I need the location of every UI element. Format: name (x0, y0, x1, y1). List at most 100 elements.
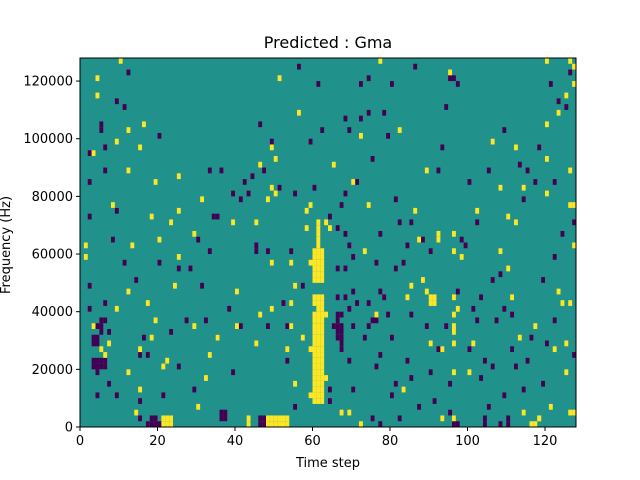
heatmap-cell-high (564, 92, 569, 99)
heatmap-cell-high (266, 421, 270, 427)
heatmap-cell-low (498, 271, 503, 278)
heatmap-cell-high (192, 323, 197, 329)
heatmap-cell-low (510, 311, 515, 318)
heatmap-cell-low (289, 248, 294, 255)
heatmap-cell-low (382, 294, 387, 301)
heatmap-cell-low (463, 242, 468, 249)
heatmap-cell-high (235, 323, 239, 329)
heatmap-cell-low (525, 357, 530, 364)
heatmap-cell-low (219, 415, 224, 422)
heatmap-cell-low (393, 265, 398, 272)
heatmap-cell-high (448, 69, 453, 76)
heatmap-cell-high (347, 409, 352, 416)
heatmap-cell-low (328, 386, 332, 393)
heatmap-cell-high (490, 138, 495, 145)
heatmap-cell-high (304, 207, 309, 214)
heatmap-cell-low (219, 167, 224, 174)
heatmap-cell-high (564, 369, 569, 376)
heatmap-cell-low (393, 380, 398, 387)
heatmap-cell-high (455, 305, 460, 312)
heatmap-cell-low (444, 323, 449, 329)
heatmap-cell-low (455, 81, 460, 87)
heatmap-cell-high (231, 219, 236, 226)
heatmap-cell-low (107, 328, 112, 335)
heatmap-cell-low (390, 334, 394, 341)
heatmap-cell-low (471, 305, 476, 312)
heatmap-cell-low (91, 340, 96, 347)
y-tick-label: 60000 (32, 248, 73, 263)
heatmap-cell-low (510, 346, 515, 353)
heatmap-cell-low (103, 363, 108, 370)
heatmap-cell-high (91, 150, 96, 157)
heatmap-cell-low (382, 109, 387, 116)
heatmap-cell-low (552, 254, 557, 260)
heatmap-cell-high (320, 352, 325, 358)
heatmap-cell-high (312, 277, 317, 283)
heatmap-cell-low (204, 317, 208, 324)
heatmap-cell-low (343, 230, 348, 237)
heatmap-cell-low (413, 63, 418, 70)
heatmap-cell-low (281, 300, 286, 306)
heatmap-cell-high (258, 161, 263, 168)
heatmap-cell-high (95, 92, 100, 99)
heatmap-cell-high (316, 277, 321, 283)
heatmap-cell-low (99, 328, 104, 335)
heatmap-cell-high (452, 415, 456, 422)
heatmap-cell-high (145, 300, 150, 306)
heatmap-cell-low (405, 357, 410, 364)
heatmap-cell-high (452, 369, 456, 376)
heatmap-cell-high (316, 340, 321, 347)
heatmap-cell-low (95, 357, 100, 364)
heatmap-cell-high (91, 323, 96, 329)
heatmap-cell-low (238, 196, 243, 203)
heatmap-cell-high (572, 63, 577, 70)
heatmap-cell-high (281, 421, 286, 427)
heatmap-cell-low (339, 328, 344, 335)
heatmap-cell-low (351, 386, 356, 393)
y-tick-label: 0 (65, 421, 73, 436)
heatmap-cell-high (316, 259, 321, 266)
heatmap-cell-high (254, 340, 259, 347)
heatmap-cell-high (428, 294, 433, 301)
y-axis: 0 20000 40000 60000 80000 100000 120000 (23, 75, 80, 436)
heatmap-cell-high (320, 254, 325, 260)
heatmap-cell-low (138, 398, 143, 404)
heatmap-cell-low (254, 248, 259, 255)
heatmap-cell-high (316, 271, 321, 278)
heatmap-cell-low (490, 277, 495, 283)
heatmap-cell-low (486, 167, 491, 174)
heatmap-cell-low (397, 415, 402, 422)
heatmap-cell-low (351, 288, 356, 295)
heatmap-cell-low (99, 363, 104, 370)
heatmap-cell-high (176, 254, 181, 260)
heatmap-cell-low (386, 132, 391, 139)
heatmap-cell-high (308, 259, 313, 266)
heatmap-cell-low (572, 219, 577, 226)
heatmap-cell-high (312, 300, 317, 306)
heatmap-cell-high (568, 58, 573, 64)
heatmap-cell-low (448, 380, 453, 387)
heatmap-cell-low (103, 167, 108, 174)
heatmap-cell-high (285, 415, 290, 422)
y-tick-label: 20000 (32, 363, 73, 378)
heatmap-cell-high (304, 225, 309, 231)
heatmap-cell-high (517, 334, 522, 341)
heatmap-cell-low (444, 104, 449, 110)
heatmap-cell-low (335, 265, 340, 272)
heatmap-cell-high (548, 403, 553, 410)
heatmap-cell-low (161, 392, 166, 399)
heatmap-cell-low (359, 81, 363, 87)
heatmap-cell-low (192, 386, 197, 393)
heatmap-cell-high (316, 248, 321, 255)
chart-title: Predicted : Gma (264, 33, 392, 52)
heatmap-cell-high (273, 156, 278, 162)
heatmap-cell-low (134, 277, 139, 283)
heatmap-cell-high (126, 369, 131, 376)
heatmap-cell-high (552, 346, 557, 353)
heatmap-cell-low (366, 300, 371, 306)
heatmap-cell-high (293, 282, 298, 289)
heatmap-cell-high (417, 236, 422, 243)
heatmap-cell-low (242, 179, 247, 185)
heatmap-cell-low (552, 179, 557, 185)
heatmap-cell-high (312, 352, 317, 358)
